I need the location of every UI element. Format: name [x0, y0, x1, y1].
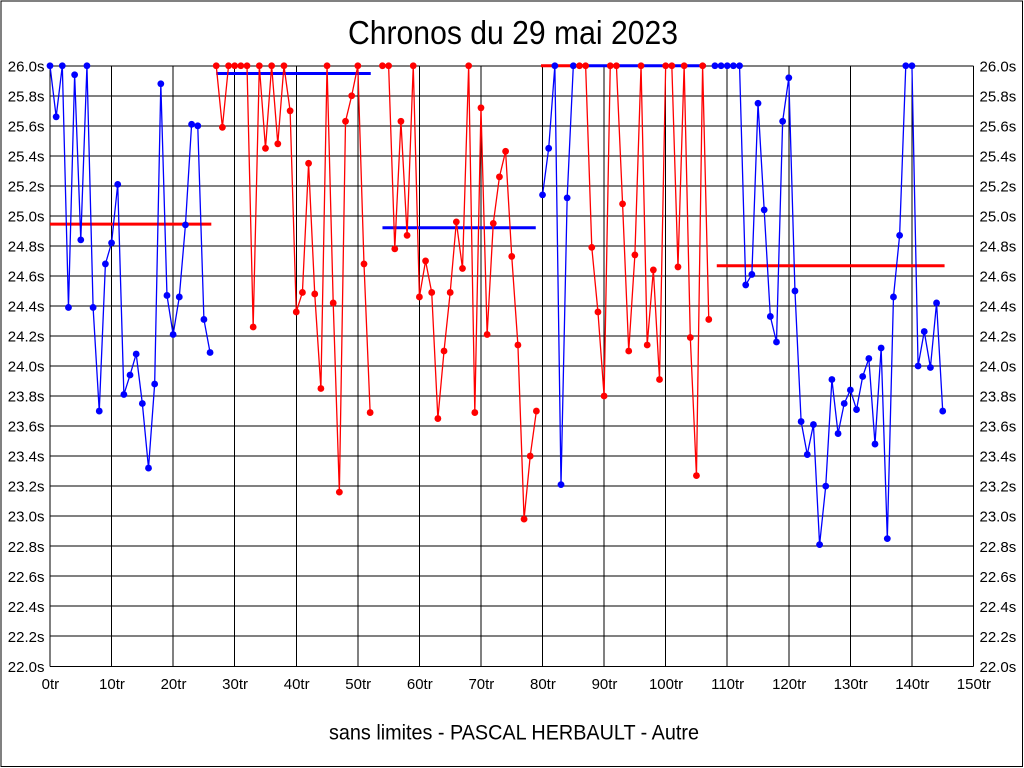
- svg-text:100tr: 100tr: [649, 676, 683, 693]
- svg-text:sans limites - PASCAL HERBAULT: sans limites - PASCAL HERBAULT - Autre: [329, 721, 699, 744]
- svg-text:150tr: 150tr: [957, 676, 991, 693]
- svg-text:50tr: 50tr: [345, 676, 371, 693]
- svg-text:20tr: 20tr: [161, 676, 187, 693]
- svg-text:70tr: 70tr: [468, 676, 494, 693]
- svg-text:23.4s: 23.4s: [8, 449, 45, 466]
- svg-text:24.6s: 24.6s: [980, 269, 1017, 286]
- svg-text:25.2s: 25.2s: [8, 178, 45, 195]
- svg-text:22.8s: 22.8s: [8, 539, 45, 556]
- svg-text:24.6s: 24.6s: [8, 269, 45, 286]
- svg-text:25.8s: 25.8s: [980, 88, 1017, 105]
- svg-text:24.0s: 24.0s: [980, 359, 1017, 376]
- svg-text:25.8s: 25.8s: [8, 88, 45, 105]
- svg-text:24.4s: 24.4s: [980, 299, 1017, 316]
- svg-text:120tr: 120tr: [772, 676, 806, 693]
- svg-text:23.8s: 23.8s: [8, 389, 45, 406]
- svg-text:25.6s: 25.6s: [8, 118, 45, 135]
- svg-text:25.4s: 25.4s: [8, 148, 45, 165]
- svg-text:22.2s: 22.2s: [8, 629, 45, 646]
- svg-text:80tr: 80tr: [530, 676, 556, 693]
- svg-text:23.0s: 23.0s: [8, 509, 45, 526]
- svg-text:23.2s: 23.2s: [8, 479, 45, 496]
- svg-text:26.0s: 26.0s: [8, 58, 45, 75]
- svg-text:22.4s: 22.4s: [8, 599, 45, 616]
- svg-text:22.6s: 22.6s: [8, 569, 45, 586]
- svg-text:22.0s: 22.0s: [8, 659, 45, 676]
- svg-text:25.0s: 25.0s: [980, 208, 1017, 225]
- svg-text:25.4s: 25.4s: [980, 148, 1017, 165]
- svg-text:130tr: 130tr: [834, 676, 868, 693]
- svg-text:25.6s: 25.6s: [980, 118, 1017, 135]
- svg-text:24.8s: 24.8s: [980, 239, 1017, 256]
- svg-text:Chronos du 29 mai 2023: Chronos du 29 mai 2023: [348, 14, 678, 51]
- svg-text:24.0s: 24.0s: [8, 359, 45, 376]
- svg-text:22.2s: 22.2s: [980, 629, 1017, 646]
- svg-text:90tr: 90tr: [592, 676, 618, 693]
- svg-text:23.4s: 23.4s: [980, 449, 1017, 466]
- svg-text:24.2s: 24.2s: [8, 329, 45, 346]
- svg-text:23.6s: 23.6s: [980, 419, 1017, 436]
- svg-text:60tr: 60tr: [407, 676, 433, 693]
- svg-text:26.0s: 26.0s: [980, 58, 1017, 75]
- svg-text:25.2s: 25.2s: [980, 178, 1017, 195]
- svg-text:140tr: 140tr: [895, 676, 929, 693]
- svg-text:40tr: 40tr: [284, 676, 310, 693]
- svg-text:110tr: 110tr: [711, 676, 744, 693]
- svg-text:22.6s: 22.6s: [980, 569, 1017, 586]
- svg-text:0tr: 0tr: [42, 676, 60, 693]
- svg-text:23.2s: 23.2s: [980, 479, 1017, 496]
- svg-text:25.0s: 25.0s: [8, 208, 45, 225]
- svg-text:24.8s: 24.8s: [8, 239, 45, 256]
- svg-text:10tr: 10tr: [99, 676, 125, 693]
- svg-text:22.8s: 22.8s: [980, 539, 1017, 556]
- svg-text:23.8s: 23.8s: [980, 389, 1017, 406]
- svg-text:24.2s: 24.2s: [980, 329, 1017, 346]
- svg-text:24.4s: 24.4s: [8, 299, 45, 316]
- svg-text:23.6s: 23.6s: [8, 419, 45, 436]
- svg-text:30tr: 30tr: [222, 676, 248, 693]
- svg-text:22.0s: 22.0s: [980, 659, 1017, 676]
- svg-text:23.0s: 23.0s: [980, 509, 1017, 526]
- svg-text:22.4s: 22.4s: [980, 599, 1017, 616]
